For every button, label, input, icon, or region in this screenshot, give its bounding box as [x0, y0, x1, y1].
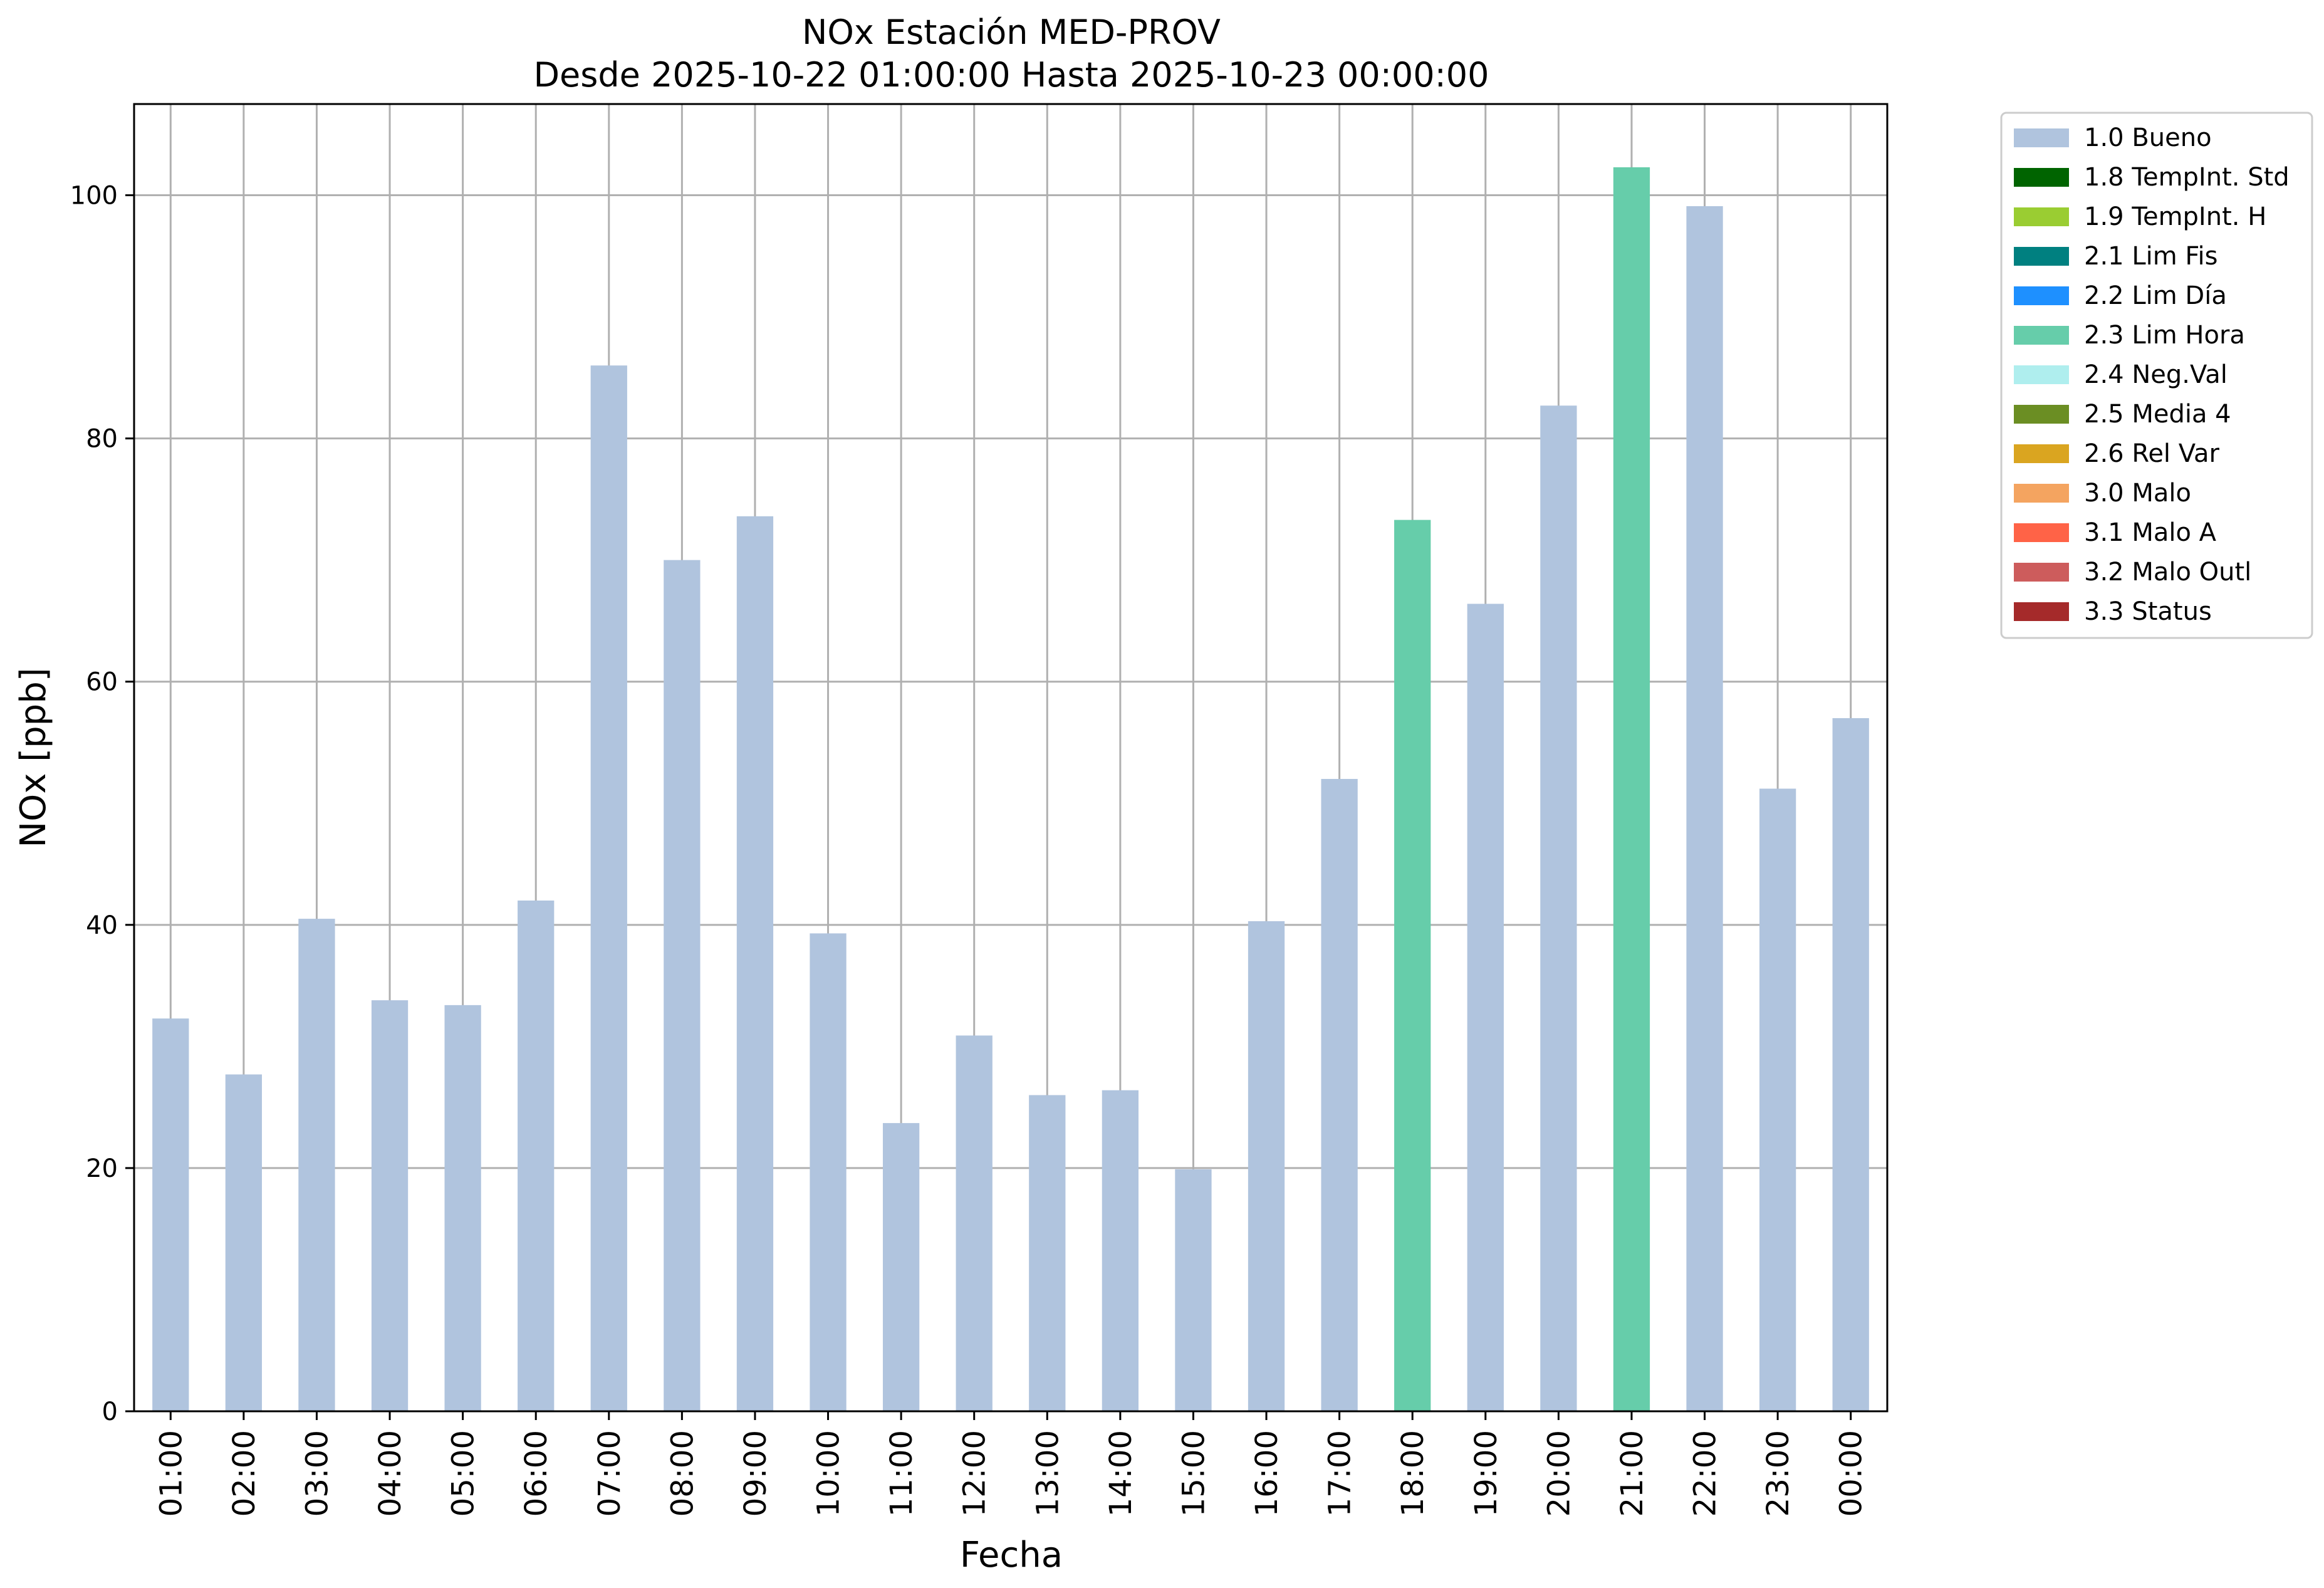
legend-label: 2.5 Media 4	[2084, 400, 2231, 429]
legend-label: 1.0 Bueno	[2084, 123, 2212, 152]
bar-2300	[1759, 788, 1796, 1411]
legend-label: 2.2 Lim Día	[2084, 281, 2227, 310]
plot-frame	[133, 103, 1889, 1413]
legend-swatch	[2014, 484, 2069, 503]
bar-1000	[810, 933, 847, 1411]
bar-0200	[225, 1074, 263, 1411]
y-tick-label: 20	[86, 1154, 118, 1183]
y-tick-label: 40	[86, 911, 118, 940]
bar-2200	[1686, 206, 1723, 1412]
legend-swatch	[2014, 326, 2069, 345]
bar-1600	[1248, 921, 1285, 1411]
x-tick-label: 23:00	[1761, 1430, 1796, 1517]
bar-1300	[1029, 1095, 1066, 1411]
x-tick-label: 03:00	[300, 1430, 335, 1517]
legend-swatch	[2014, 523, 2069, 542]
legend-swatch	[2014, 405, 2069, 424]
x-tick-label: 04:00	[373, 1430, 408, 1517]
bar-0300	[298, 919, 335, 1411]
legend-swatch	[2014, 444, 2069, 463]
y-tick-label: 100	[70, 182, 118, 211]
x-tick-label: 07:00	[592, 1430, 627, 1517]
legend-swatch	[2014, 563, 2069, 582]
x-tick-label: 20:00	[1541, 1430, 1576, 1517]
legend-label: 1.9 TempInt. H	[2084, 202, 2266, 231]
bar-0800	[664, 560, 701, 1411]
bar-0600	[518, 901, 555, 1411]
legend-swatch	[2014, 365, 2069, 384]
x-tick-label: 17:00	[1323, 1430, 1358, 1517]
x-tick-label: 08:00	[665, 1430, 700, 1517]
x-tick-label: 13:00	[1030, 1430, 1065, 1517]
x-tick-label: 06:00	[519, 1430, 554, 1517]
x-tick-label: 02:00	[227, 1430, 262, 1517]
x-tick-label: 00:00	[1834, 1430, 1869, 1517]
bar-0500	[444, 1005, 481, 1411]
bar-1400	[1102, 1090, 1139, 1411]
x-tick-label: 01:00	[154, 1430, 189, 1517]
bar-0700	[590, 365, 627, 1412]
legend-frame	[2000, 112, 2313, 639]
legend-label: 3.1 Malo A	[2084, 518, 2217, 547]
y-axis-label: NOx [ppb]	[13, 667, 54, 847]
x-axis-label: Fecha	[960, 1535, 1063, 1575]
y-tick-label: 60	[86, 668, 118, 697]
legend-label: 3.0 Malo	[2084, 479, 2191, 508]
legend-swatch	[2014, 286, 2069, 305]
legend-swatch	[2014, 128, 2069, 147]
legend: 1.0 Bueno 1.8 TempInt. Std 1.9 TempInt. H 2…	[2000, 112, 2313, 639]
y-axis-ticks: 0 20 40 60 80 100	[70, 182, 134, 1426]
bar-0900	[736, 516, 774, 1412]
bar-1500	[1175, 1169, 1212, 1411]
x-tick-label: 10:00	[811, 1430, 847, 1517]
bar-1800	[1394, 520, 1431, 1411]
legend-label: 3.3 Status	[2084, 597, 2212, 626]
bar-1100	[882, 1123, 920, 1411]
y-tick-label: 80	[86, 425, 118, 454]
chart-title: NOx Estación MED-PROV	[802, 13, 1221, 52]
legend-label: 1.8 TempInt. Std	[2084, 163, 2290, 192]
legend-label: 2.4 Neg.Val	[2084, 360, 2228, 389]
x-tick-label: 05:00	[446, 1430, 481, 1517]
legend-label: 2.3 Lim Hora	[2084, 321, 2245, 350]
x-axis-ticks: 01:00 02:00 03:00 04:00 05:00 06:00 07:00 08:00…	[154, 1411, 1869, 1517]
bar-2000	[1540, 405, 1577, 1411]
legend-swatch	[2014, 602, 2069, 621]
x-tick-label: 12:00	[957, 1430, 993, 1517]
legend-label: 3.2 Malo Outl	[2084, 558, 2251, 587]
y-tick-label: 0	[102, 1397, 118, 1426]
x-tick-label: 11:00	[884, 1430, 919, 1517]
bar-1200	[956, 1035, 993, 1411]
x-tick-label: 18:00	[1395, 1430, 1430, 1517]
legend-swatch	[2014, 168, 2069, 187]
legend-swatch	[2014, 207, 2069, 226]
bars	[152, 167, 1869, 1412]
x-tick-label: 22:00	[1688, 1430, 1723, 1517]
x-tick-label: 21:00	[1615, 1430, 1650, 1517]
x-tick-label: 14:00	[1103, 1430, 1139, 1517]
bar-0100	[152, 1018, 189, 1411]
bar-2100	[1613, 167, 1650, 1411]
x-tick-label: 15:00	[1176, 1430, 1211, 1517]
bar-0000	[1832, 718, 1869, 1411]
legend-swatch	[2014, 247, 2069, 266]
bar-0400	[371, 1000, 409, 1411]
chart-subtitle: Desde 2025-10-22 01:00:00 Hasta 2025-10-…	[533, 55, 1489, 95]
legend-label: 2.6 Rel Var	[2084, 439, 2220, 468]
x-tick-label: 19:00	[1469, 1430, 1504, 1517]
x-tick-label: 09:00	[738, 1430, 773, 1517]
legend-label: 2.1 Lim Fis	[2084, 242, 2217, 271]
bar-1700	[1321, 778, 1358, 1411]
bar-1900	[1467, 603, 1504, 1411]
x-tick-label: 16:00	[1249, 1430, 1284, 1517]
